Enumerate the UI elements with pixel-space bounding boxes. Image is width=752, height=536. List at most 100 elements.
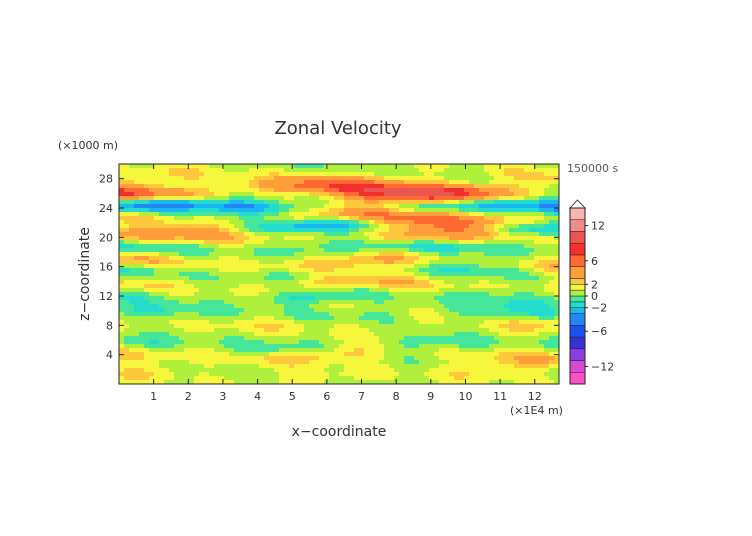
heatmap-cell <box>504 220 509 224</box>
heatmap-cell <box>379 168 384 172</box>
heatmap-cell <box>204 168 209 172</box>
heatmap-cell <box>414 216 419 220</box>
heatmap-cell <box>364 300 369 304</box>
heatmap-cell <box>449 256 454 260</box>
heatmap-cell <box>349 296 354 300</box>
heatmap-cell <box>174 312 179 316</box>
heatmap-cell <box>539 284 544 288</box>
heatmap-cell <box>164 280 169 284</box>
heatmap-cell <box>199 304 204 308</box>
heatmap-cell <box>209 184 214 188</box>
heatmap-cell <box>479 224 484 228</box>
heatmap-cell <box>344 320 349 324</box>
heatmap-cell <box>124 260 129 264</box>
heatmap-cell <box>469 348 474 352</box>
heatmap-cell <box>499 324 504 328</box>
heatmap-cell <box>419 180 424 184</box>
heatmap-cell <box>349 272 354 276</box>
heatmap-cell <box>424 368 429 372</box>
heatmap-cell <box>464 164 469 168</box>
heatmap-cell <box>204 208 209 212</box>
heatmap-cell <box>164 336 169 340</box>
heatmap-cell <box>364 312 369 316</box>
heatmap-cell <box>499 264 504 268</box>
heatmap-cell <box>534 284 539 288</box>
heatmap-cell <box>159 280 164 284</box>
heatmap-cell <box>379 228 384 232</box>
heatmap-cell <box>339 368 344 372</box>
heatmap-cell <box>464 264 469 268</box>
heatmap-cell <box>214 300 219 304</box>
heatmap-cell <box>244 196 249 200</box>
heatmap-cell <box>249 192 254 196</box>
heatmap-cell <box>494 204 499 208</box>
heatmap-cell <box>139 352 144 356</box>
heatmap-cell <box>144 352 149 356</box>
heatmap-cell <box>319 352 324 356</box>
heatmap-cell <box>214 344 219 348</box>
heatmap-cell <box>274 208 279 212</box>
heatmap-cell <box>269 304 274 308</box>
heatmap-cell <box>484 284 489 288</box>
heatmap-cell <box>194 168 199 172</box>
heatmap-cell <box>464 308 469 312</box>
heatmap-cell <box>554 308 559 312</box>
heatmap-cell <box>414 324 419 328</box>
heatmap-cell <box>279 204 284 208</box>
heatmap-cell <box>264 244 269 248</box>
heatmap-cell <box>414 372 419 376</box>
heatmap-cell <box>214 164 219 168</box>
heatmap-cell <box>434 344 439 348</box>
heatmap-cell <box>279 240 284 244</box>
heatmap-cell <box>489 204 494 208</box>
heatmap-cell <box>519 164 524 168</box>
heatmap-cell <box>364 316 369 320</box>
x-tick-label: 6 <box>323 390 330 403</box>
heatmap-cell <box>324 184 329 188</box>
heatmap-cell <box>154 304 159 308</box>
heatmap-cell <box>169 308 174 312</box>
heatmap-cell <box>504 292 509 296</box>
heatmap-cell <box>444 348 449 352</box>
heatmap-cell <box>499 376 504 380</box>
heatmap-cell <box>379 336 384 340</box>
heatmap-cell <box>204 312 209 316</box>
heatmap-cell <box>209 200 214 204</box>
heatmap-cell <box>324 348 329 352</box>
heatmap-cell <box>479 376 484 380</box>
heatmap-cell <box>279 264 284 268</box>
heatmap-cell <box>444 340 449 344</box>
heatmap-cell <box>194 260 199 264</box>
heatmap-cell <box>309 340 314 344</box>
heatmap-cell <box>424 264 429 268</box>
heatmap-cell <box>494 348 499 352</box>
heatmap-cell <box>339 204 344 208</box>
heatmap-cell <box>374 340 379 344</box>
heatmap-cell <box>534 252 539 256</box>
heatmap-cell <box>269 228 274 232</box>
colorbar-level <box>569 336 586 350</box>
heatmap-cell <box>479 336 484 340</box>
heatmap-cell <box>514 360 519 364</box>
heatmap-cell <box>204 308 209 312</box>
heatmap-cell <box>239 268 244 272</box>
heatmap-cell <box>309 172 314 176</box>
heatmap-cell <box>514 164 519 168</box>
heatmap-cell <box>299 264 304 268</box>
heatmap-cell <box>379 212 384 216</box>
heatmap-cell <box>539 228 544 232</box>
heatmap-cell <box>539 168 544 172</box>
heatmap-cell <box>264 352 269 356</box>
heatmap-cell <box>364 288 369 292</box>
heatmap-cell <box>254 216 259 220</box>
heatmap-cell <box>334 188 339 192</box>
heatmap-cell <box>499 352 504 356</box>
heatmap-cell <box>349 264 354 268</box>
heatmap-cell <box>314 300 319 304</box>
heatmap-cell <box>339 288 344 292</box>
heatmap-cell <box>169 332 174 336</box>
heatmap-cell <box>124 208 129 212</box>
x-tick-label: 7 <box>358 390 365 403</box>
heatmap-cell <box>344 312 349 316</box>
heatmap-cell <box>154 168 159 172</box>
